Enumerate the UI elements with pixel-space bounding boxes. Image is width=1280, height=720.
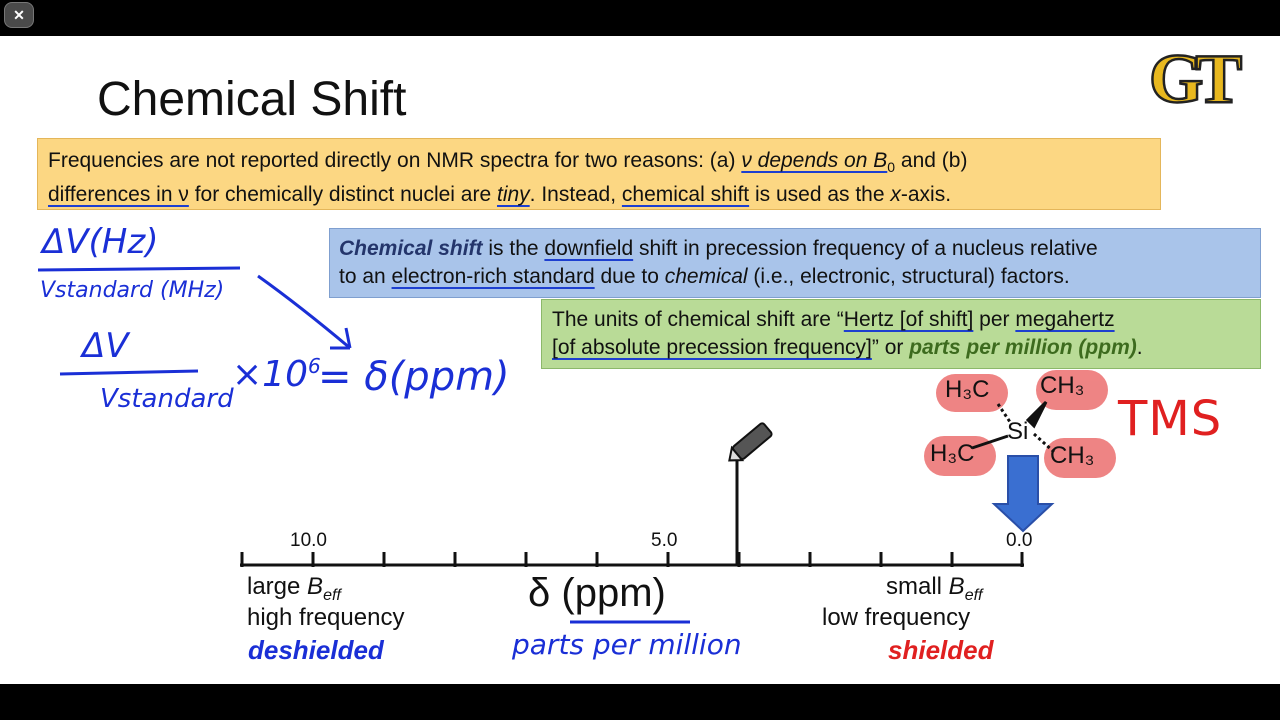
intro-highlight-chemical-shift: chemical shift	[621, 183, 750, 207]
left-frequency-label: high frequency	[247, 604, 405, 631]
handwritten-parts-per-million: parts per million	[512, 628, 742, 661]
intro-text-9: is used as the	[749, 183, 891, 207]
tms-down-arrow-icon	[991, 455, 1055, 533]
definition-highlight-downfield: downfield	[544, 237, 634, 260]
handwritten-power: ×106	[232, 354, 321, 395]
definition-text-5: to an	[339, 265, 392, 288]
handwritten-delta-ppm: = δ(ppm)	[318, 354, 510, 400]
handwritten-nu-standard: Vstandard	[100, 384, 234, 414]
tick-label-5: 5.0	[651, 530, 678, 551]
deshielded-label: deshielded	[248, 635, 384, 665]
handwritten-delta-nu-hz: ΔV(Hz)	[42, 222, 159, 262]
right-beff-b: B	[948, 573, 965, 600]
handwritten-nu-standard-mhz: Vstandard (MHz)	[40, 278, 225, 303]
definition-text-2: is the	[482, 237, 545, 260]
intro-text-1: Frequencies are not reported directly on…	[48, 149, 742, 172]
fraction-bar-bottom	[59, 369, 199, 376]
definition-text-chemical: chemical	[664, 265, 748, 288]
tms-bonds	[971, 400, 1056, 454]
intro-highlight-tiny: tiny	[496, 183, 530, 207]
pen-icon	[728, 422, 773, 462]
definition-highlight-standard: electron-rich standard	[391, 265, 595, 288]
definition-text-4: shift in precession frequency of a nucle…	[633, 237, 1098, 260]
intro-callout: Frequencies are not reported directly on…	[37, 138, 1161, 210]
units-text-6: ” or	[871, 336, 910, 359]
left-beff-prefix: large	[247, 573, 308, 600]
gt-logo: GT	[1148, 42, 1251, 114]
arrow-head-icon	[330, 327, 352, 350]
intro-highlight-nu-depends: ν depends on B0	[741, 149, 896, 176]
definition-term: Chemical shift	[339, 237, 483, 260]
intro-text-2: ν depends on B	[741, 149, 888, 172]
intro-text-11: -axis.	[900, 183, 952, 207]
units-text-8: .	[1136, 336, 1143, 359]
handwritten-delta-nu: ΔV	[82, 326, 129, 366]
axis-title: δ (ppm)	[528, 571, 666, 615]
tms-ch3-bottom: CH₃	[1050, 442, 1095, 469]
handwritten-times: ×10	[232, 354, 308, 395]
slide: Chemical Shift GT Frequencies are not re…	[0, 36, 1280, 684]
units-highlight-absolute: [of absolute precession frequency]	[552, 336, 872, 359]
tms-ch3-top: CH₃	[1040, 372, 1085, 399]
left-beff-sub: eff	[323, 586, 341, 604]
right-beff-label: small Beff	[886, 572, 982, 611]
units-text-3: per	[973, 308, 1016, 331]
right-frequency-label: low frequency	[822, 604, 971, 631]
right-beff-prefix: small	[886, 573, 949, 600]
fraction-bar-top	[37, 266, 241, 272]
intro-sub-0: 0	[887, 159, 896, 176]
tms-label: TMS	[1118, 391, 1223, 447]
left-beff-b: B	[307, 573, 324, 600]
tick-label-10: 10.0	[290, 530, 327, 551]
units-text-1: The units of chemical shift are “	[552, 308, 844, 331]
definition-callout: Chemical shift is the downfield shift in…	[329, 228, 1261, 298]
tick-label-0: 0.0	[1006, 530, 1033, 551]
close-button[interactable]: ✕	[4, 2, 34, 28]
right-beff-sub: eff	[964, 586, 983, 604]
definition-text-7: due to	[594, 265, 665, 288]
definition-text-9: (i.e., electronic, structural) factors.	[747, 265, 1070, 288]
slide-title: Chemical Shift	[97, 73, 407, 126]
units-callout: The units of chemical shift are “Hertz […	[541, 299, 1261, 369]
units-ppm: parts per million (ppm)	[909, 336, 1137, 359]
units-highlight-hertz: Hertz [of shift]	[843, 308, 974, 331]
tms-highlights	[924, 370, 1116, 478]
intro-text-3: and (b)	[895, 149, 968, 172]
intro-text-x: x	[890, 183, 901, 207]
tms-h3c-top: H₃C	[945, 376, 990, 403]
gt-logo-text: GT	[1149, 42, 1241, 114]
intro-text-5: for chemically distinct nuclei are	[188, 183, 497, 207]
left-beff-label: large Beff	[247, 572, 341, 611]
units-highlight-megahertz: megahertz	[1015, 308, 1115, 331]
intro-highlight-differences: differences in ν	[48, 183, 189, 207]
tms-si: Si	[1007, 418, 1029, 445]
handwritten-arrow-icon	[257, 274, 351, 350]
axis-ticks	[240, 552, 1024, 567]
tms-h3c-bottom: H₃C	[930, 440, 975, 467]
annotation-layer	[37, 266, 1116, 624]
shielded-label: shielded	[888, 635, 994, 665]
handwritten-exponent: 6	[307, 354, 321, 378]
tms-molecule: H₃C CH₃ Si H₃C CH₃	[910, 356, 1140, 496]
intro-text-7: . Instead,	[529, 183, 622, 207]
